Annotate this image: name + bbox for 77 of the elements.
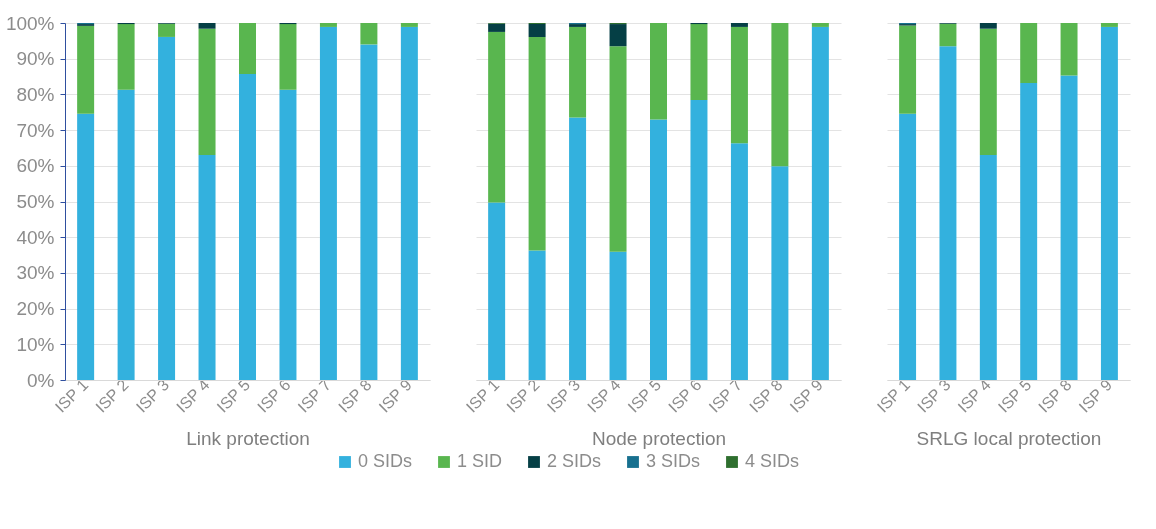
- x-tick-label: ISP 1: [873, 376, 914, 416]
- bar: [979, 23, 997, 29]
- bar: [400, 26, 418, 380]
- bar: [609, 251, 627, 380]
- bar: [239, 23, 256, 75]
- x-tick-label: ISP 4: [173, 376, 213, 416]
- legend-label: 4 SIDs: [745, 451, 800, 471]
- bar: [979, 28, 997, 156]
- x-axis-title: Node protection: [591, 427, 727, 449]
- bar: [400, 23, 418, 27]
- x-axis-title: Link protection: [186, 427, 310, 449]
- y-tick-label: 90%: [16, 48, 55, 70]
- bar: [239, 74, 256, 380]
- y-tick-label: 30%: [16, 262, 55, 284]
- bar: [939, 46, 957, 380]
- bar: [979, 155, 997, 380]
- y-tick-label: 70%: [16, 119, 55, 141]
- bar: [198, 155, 216, 380]
- bar: [899, 25, 917, 114]
- x-tick-label: ISP 4: [584, 376, 624, 416]
- bar: [360, 23, 378, 45]
- bar: [319, 23, 337, 27]
- bar: [158, 36, 176, 380]
- bar: [117, 24, 135, 90]
- y-tick-label: 20%: [16, 298, 55, 320]
- bar: [528, 250, 546, 380]
- x-axis-title: SRLG local protection: [916, 427, 1102, 449]
- bar: [1100, 23, 1118, 27]
- y-tick-label: 80%: [16, 83, 55, 105]
- x-tick-label: ISP 1: [462, 376, 503, 416]
- bar: [319, 26, 337, 380]
- legend-label: 1 SID: [457, 451, 503, 471]
- bar: [1020, 23, 1038, 83]
- y-tick-label: 60%: [16, 155, 55, 177]
- bar: [609, 46, 627, 252]
- bar: [77, 113, 95, 380]
- bar: [488, 23, 506, 32]
- bar: [279, 24, 297, 90]
- bar: [569, 26, 587, 118]
- y-tick-label: 100%: [5, 12, 55, 34]
- legend-label: 0 SIDs: [358, 451, 413, 471]
- bar: [198, 28, 216, 156]
- bar: [1020, 82, 1038, 380]
- bar: [488, 31, 506, 203]
- bar: [939, 23, 957, 47]
- bar: [650, 23, 667, 120]
- y-tick-label: 10%: [16, 333, 55, 355]
- bar: [279, 89, 297, 380]
- bar: [528, 36, 546, 251]
- bar: [1100, 26, 1118, 380]
- bar: [730, 26, 748, 144]
- bar: [811, 26, 829, 380]
- legend-label: 3 SIDs: [646, 451, 701, 471]
- bar: [77, 25, 95, 114]
- y-tick-label: 0%: [27, 369, 55, 391]
- bar: [650, 119, 667, 380]
- bar: [690, 100, 708, 380]
- bar: [1060, 75, 1078, 380]
- y-tick-label: 40%: [16, 226, 55, 248]
- bar: [771, 166, 789, 380]
- bar: [488, 202, 506, 380]
- bar: [899, 113, 917, 380]
- bar: [771, 23, 789, 167]
- y-tick-label: 50%: [16, 191, 55, 212]
- bar: [117, 89, 135, 380]
- bar: [609, 24, 627, 47]
- bar: [528, 24, 546, 37]
- bar: [569, 117, 587, 380]
- bar: [360, 44, 378, 380]
- bar: [730, 143, 748, 380]
- bar: [690, 24, 708, 101]
- bar: [158, 23, 176, 37]
- bar: [198, 23, 216, 29]
- legend-label: 2 SIDs: [547, 451, 602, 471]
- bar: [811, 23, 829, 27]
- bar: [1060, 23, 1078, 76]
- bar: [730, 23, 748, 27]
